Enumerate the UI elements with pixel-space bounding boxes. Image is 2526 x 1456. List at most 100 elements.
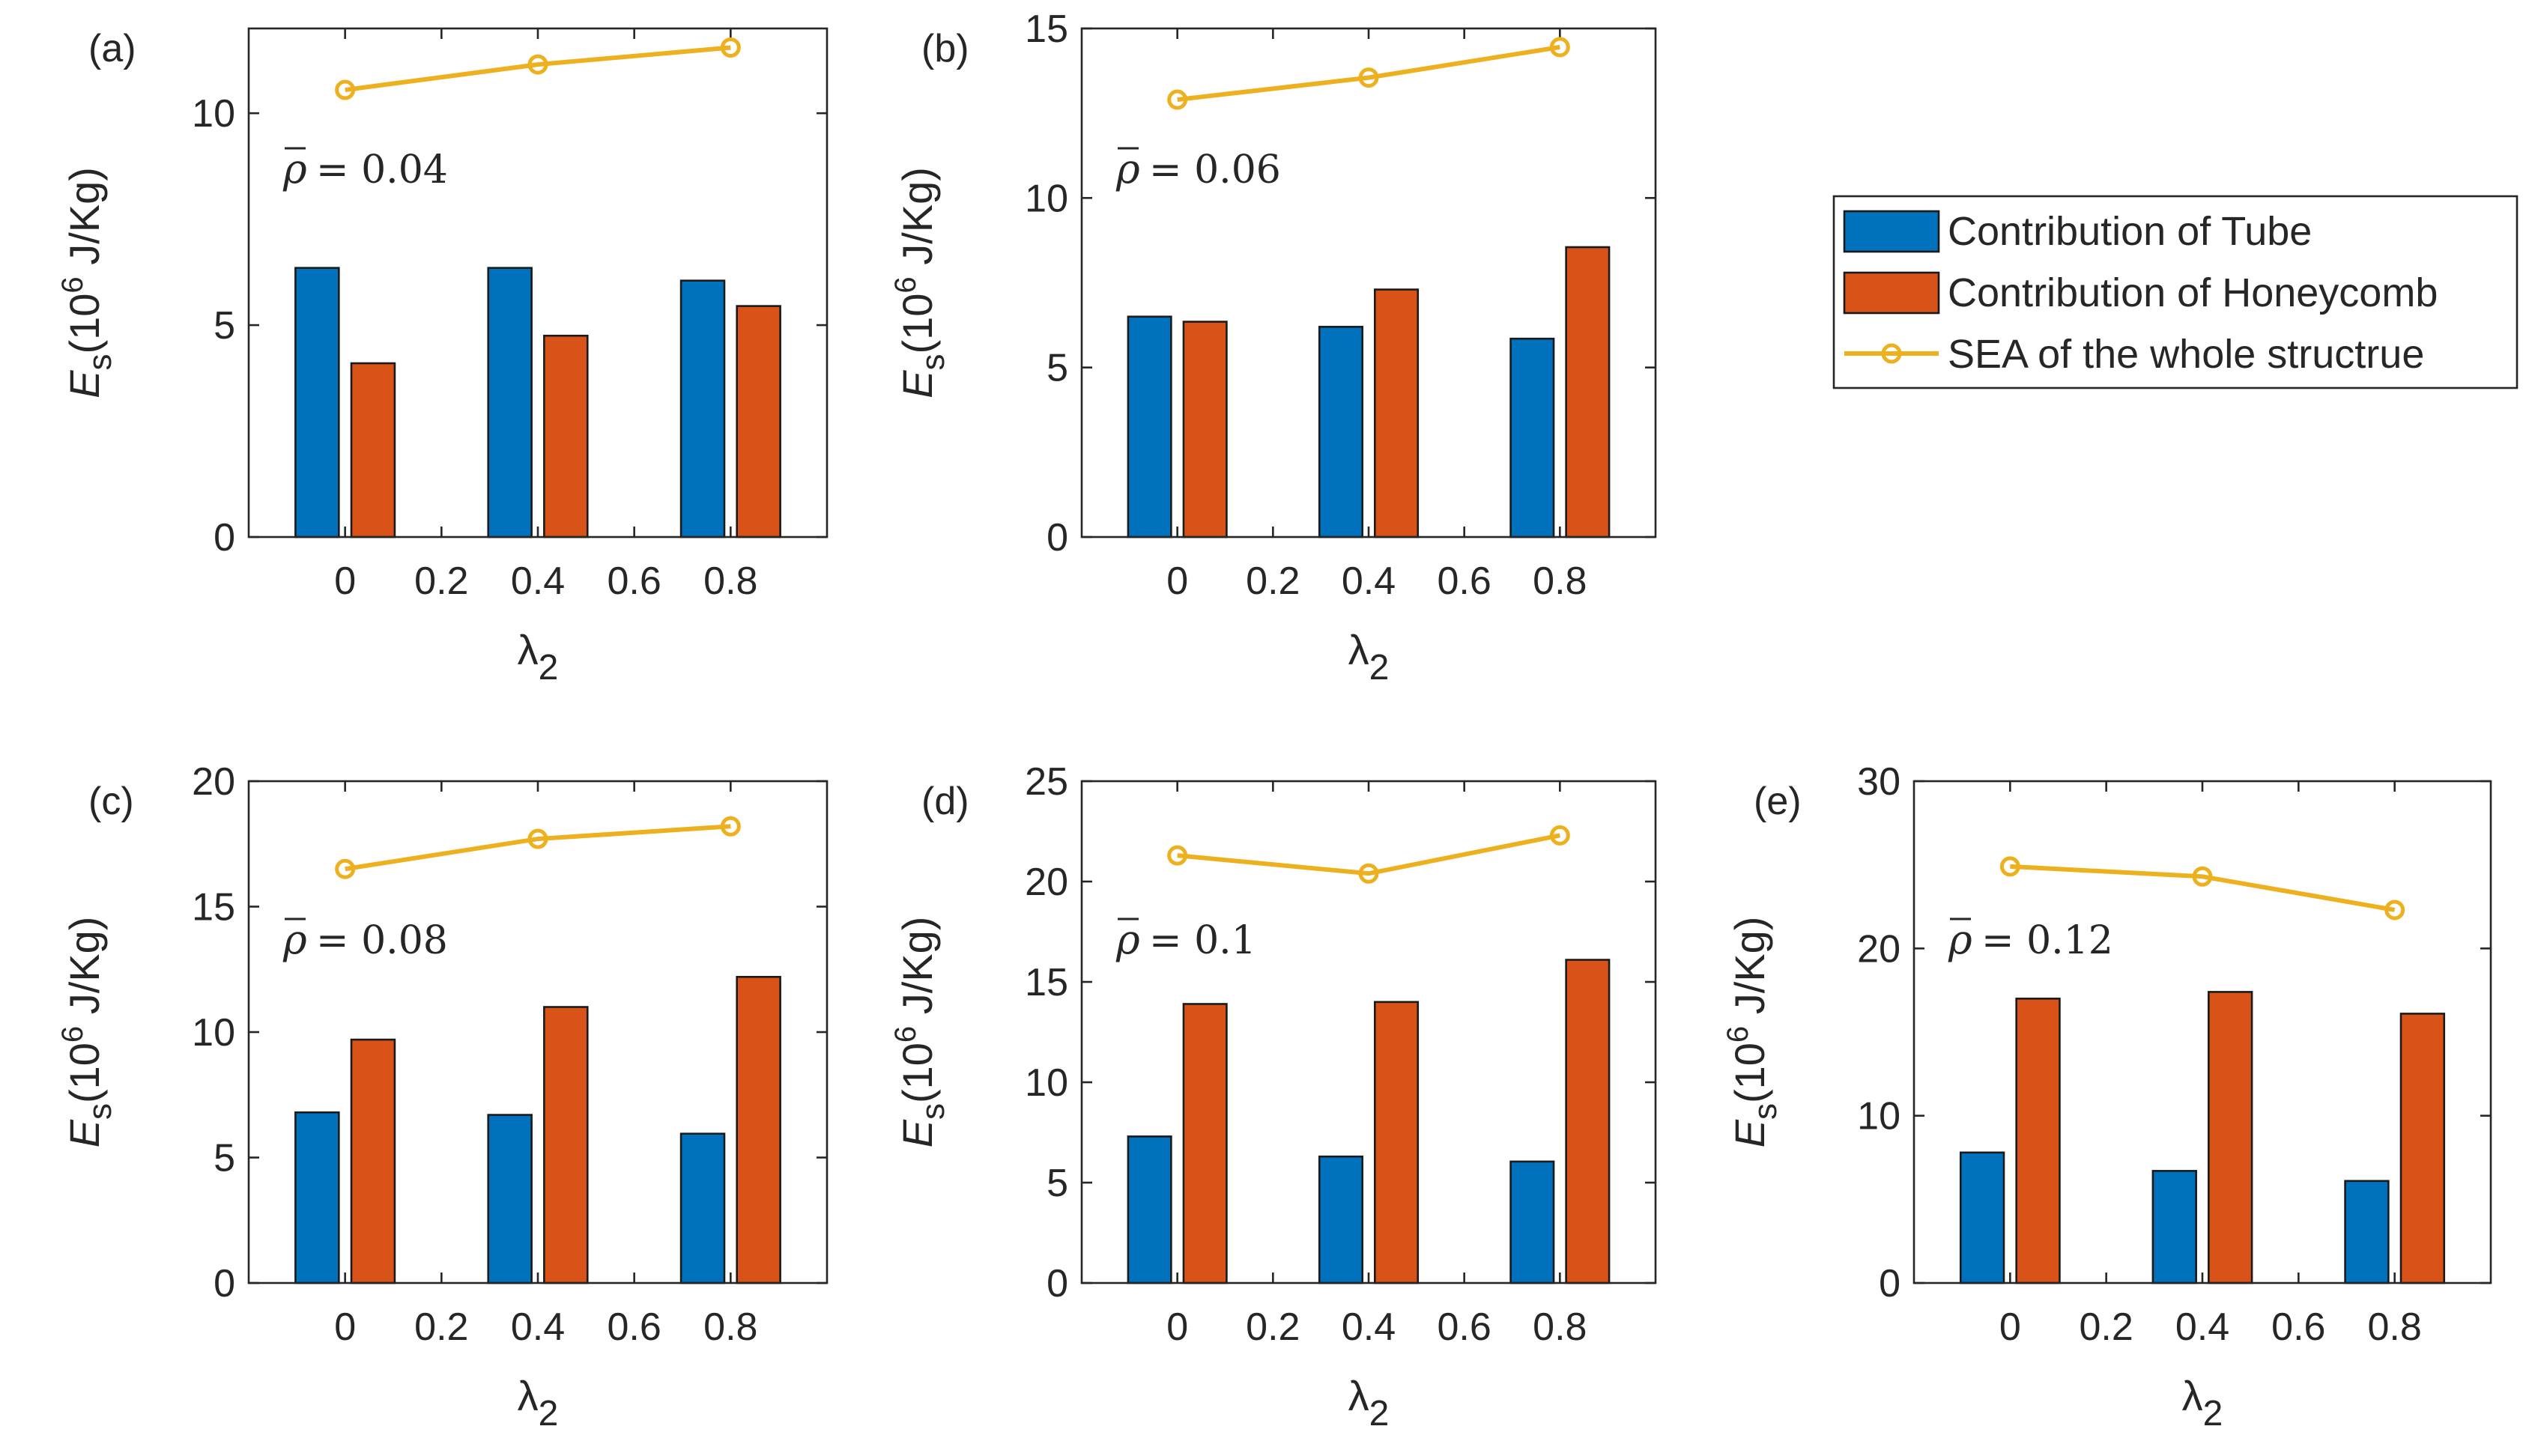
x-axis-label-main: λ: [1348, 626, 1369, 673]
ytick-label: 20: [1025, 861, 1068, 904]
legend-swatch-honeycomb: [1843, 271, 1940, 315]
xtick-label: 0.6: [1438, 559, 1491, 603]
sea-point-0: [1167, 845, 1188, 866]
y-axis-label-ylabel-unit: (10: [61, 294, 108, 354]
bar-tube-0: [1127, 1135, 1172, 1284]
ytick-label: 10: [192, 1011, 235, 1055]
bar-honeycomb-2: [2399, 1013, 2446, 1284]
bar-tube-2: [679, 279, 726, 539]
x-axis-label: λ2: [2182, 1372, 2223, 1434]
sea-point-1: [1358, 863, 1379, 884]
panel-label: (d): [921, 780, 969, 823]
density-annotation: = 0.08: [316, 918, 448, 963]
y-axis-label: Es(106 J/Kg): [56, 167, 118, 398]
y-axis-label-ylabel-unit-tail: J/Kg): [894, 167, 941, 276]
rho-symbol: ρ: [282, 916, 307, 963]
ytick-label: 5: [213, 1137, 235, 1180]
sea-line: [2010, 864, 2396, 912]
ytick-label: 15: [192, 886, 235, 929]
ytick-label: 30: [1857, 760, 1900, 804]
rho-symbol: ρ: [282, 145, 307, 192]
y-axis-label-ylabel-sup: 6: [56, 276, 89, 293]
xtick-label: 0.2: [414, 1305, 468, 1349]
bar-tube-2: [1509, 1160, 1555, 1284]
xtick-label: 0: [334, 1305, 356, 1349]
x-axis-label: λ2: [518, 626, 559, 688]
xtick-label: 0.4: [1342, 559, 1396, 603]
sea-point-1: [2192, 866, 2213, 887]
ytick-label: 0: [1047, 516, 1068, 559]
sea-point-0: [335, 79, 356, 100]
legend-label: Contribution of Honeycomb: [1948, 270, 2438, 315]
density-annotation: = 0.04: [316, 148, 448, 192]
sea-line: [1177, 833, 1560, 876]
xtick-label: 0.2: [1246, 1305, 1300, 1349]
rho-symbol: ρ: [1115, 916, 1140, 963]
legend-marker-sea: [1881, 343, 1902, 364]
sea-point-2: [2384, 900, 2405, 920]
bar-honeycomb-1: [543, 334, 589, 539]
x-axis-label-main: λ: [518, 626, 539, 673]
panel-label: (e): [1754, 780, 1802, 823]
ytick-label: 10: [1025, 1061, 1068, 1105]
legend-item-honeycomb: Contribution of Honeycomb: [1843, 270, 2438, 315]
x-axis-label-main: λ: [2182, 1372, 2203, 1419]
xtick-label: 0: [1166, 559, 1188, 603]
xtick-label: 0.8: [1533, 559, 1587, 603]
panel-c: 0 5 10 15 20 0 0.2 0.4 0.6 0.8 λ2 Es(106 J/Kg) (c) ρ =…: [56, 760, 829, 1434]
ytick-label: 0: [213, 1262, 235, 1305]
x-axis-label: λ2: [518, 1372, 559, 1434]
xtick-label: 0.2: [1246, 559, 1300, 603]
ytick-label: 0: [1047, 1262, 1068, 1305]
sea-point-0: [1167, 89, 1188, 110]
bar-tube-0: [1127, 315, 1172, 539]
bar-honeycomb-2: [736, 976, 781, 1284]
bar-honeycomb-1: [1373, 1001, 1420, 1284]
bar-tube-1: [487, 1114, 533, 1284]
xtick-label: 0.6: [608, 559, 661, 603]
density-annotation: = 0.12: [1981, 918, 2113, 963]
bar-honeycomb-2: [736, 305, 781, 539]
xtick-label: 0.4: [1342, 1305, 1396, 1349]
rho-symbol: ρ: [1948, 916, 1972, 963]
ytick-label: 0: [1879, 1262, 1900, 1305]
y-axis-label-ylabel: E: [894, 370, 941, 398]
y-axis-label-ylabel: E: [1726, 1119, 1773, 1147]
x-axis-label-sub: 2: [1369, 1394, 1390, 1434]
y-axis-label-ylabel-unit: (10: [61, 1043, 108, 1103]
sea-point-2: [1549, 825, 1570, 846]
x-axis-label-sub: 2: [2203, 1394, 2223, 1434]
y-axis-label-ylabel: E: [61, 370, 108, 398]
sea-point-1: [1358, 67, 1379, 88]
sea-point-2: [1549, 37, 1570, 58]
xtick-label: 0.4: [511, 1305, 565, 1349]
bar-tube-1: [1318, 1155, 1364, 1284]
x-axis-label-main: λ: [1348, 1372, 1369, 1419]
x-axis-label-sub: 2: [539, 1394, 559, 1434]
xtick-label: 0.2: [414, 559, 468, 603]
ytick-label: 0: [213, 516, 235, 559]
bar-honeycomb-2: [1565, 959, 1611, 1284]
y-axis-label: Es(106 J/Kg): [889, 917, 951, 1148]
y-axis-label-ylabel-unit: (10: [894, 294, 941, 354]
ytick-label: 10: [1025, 177, 1068, 220]
xtick-label: 0.4: [2175, 1305, 2229, 1349]
xtick-label: 0: [1166, 1305, 1188, 1349]
x-axis-label-main: λ: [518, 1372, 539, 1419]
sea-line: [345, 45, 731, 93]
bar-honeycomb-0: [350, 362, 396, 539]
bar-honeycomb-1: [543, 1006, 589, 1284]
xtick-label: 0.6: [608, 1305, 661, 1349]
ytick-label: 25: [1025, 760, 1068, 804]
bar-honeycomb-0: [350, 1038, 396, 1284]
xtick-label: 0.8: [2368, 1305, 2422, 1349]
sea-point-2: [720, 816, 741, 837]
xtick-label: 0.6: [1438, 1305, 1491, 1349]
bar-tube-2: [679, 1132, 726, 1284]
ytick-label: 10: [1857, 1095, 1900, 1138]
y-axis-label-ylabel-unit: (10: [894, 1043, 941, 1103]
bar-honeycomb-0: [2015, 998, 2061, 1284]
ytick-label: 5: [213, 304, 235, 348]
y-axis-label-ylabel-sup: 6: [56, 1026, 89, 1043]
